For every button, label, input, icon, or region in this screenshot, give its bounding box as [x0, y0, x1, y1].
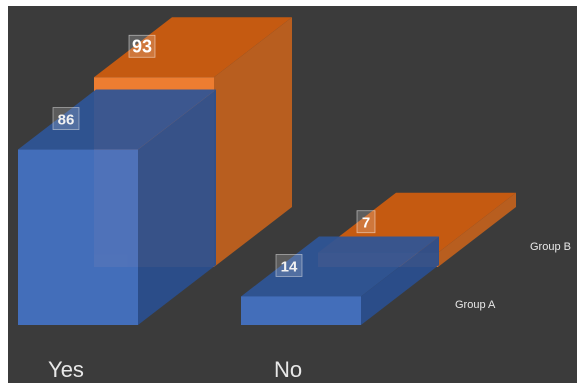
data-label: 14	[281, 258, 298, 275]
bar-side-face	[214, 17, 292, 268]
bar-top-face	[94, 17, 292, 78]
series-label: Group B	[530, 241, 571, 253]
bar-front-face	[241, 296, 361, 325]
data-label: 93	[132, 36, 152, 56]
data-label-box	[275, 254, 303, 277]
data-label-box	[52, 107, 80, 130]
data-label-box	[356, 210, 376, 234]
bar-front-face	[18, 149, 138, 325]
bar-side-face	[138, 89, 216, 325]
data-label-box	[128, 34, 156, 58]
bar-no-group-a: 14	[241, 236, 439, 325]
series-group-a: 86 14	[18, 89, 439, 325]
bar-top-face	[18, 89, 216, 150]
bar-side-face	[361, 236, 439, 325]
bar-top-face	[241, 236, 439, 297]
data-label: 7	[362, 215, 370, 232]
bar-yes-group-a: 86	[18, 89, 216, 325]
category-label: Yes	[48, 357, 84, 382]
data-label: 86	[58, 112, 75, 129]
bar-side-face	[438, 192, 516, 267]
category-label: No	[274, 357, 302, 382]
series-label: Group A	[455, 299, 496, 311]
